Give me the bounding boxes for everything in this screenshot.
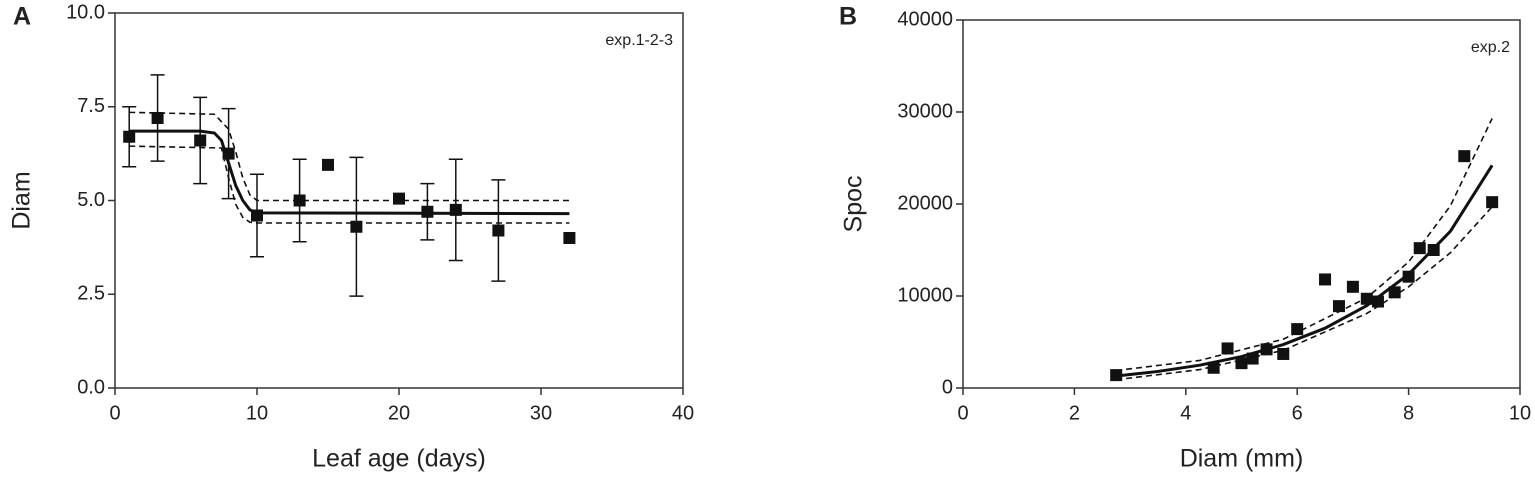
x-tick-label: 10 bbox=[246, 402, 268, 424]
y-tick-label: 0.0 bbox=[77, 376, 105, 398]
x-tick-label: 6 bbox=[1292, 402, 1303, 424]
x-tick-label: 8 bbox=[1403, 402, 1414, 424]
data-point bbox=[151, 112, 164, 124]
x-tick-label: 20 bbox=[388, 402, 410, 424]
data-point bbox=[563, 232, 576, 244]
data-point bbox=[1371, 295, 1384, 308]
data-point bbox=[1277, 347, 1290, 360]
data-point bbox=[1486, 196, 1499, 209]
data-point bbox=[393, 192, 405, 205]
panel-label: B bbox=[839, 3, 857, 31]
confidence-band bbox=[129, 111, 570, 202]
y-tick-label: 40000 bbox=[897, 8, 953, 30]
data-point bbox=[350, 220, 363, 233]
data-point bbox=[1291, 323, 1304, 336]
data-point bbox=[421, 205, 434, 218]
data-point bbox=[1221, 342, 1234, 355]
annotation: exp.2 bbox=[1471, 39, 1510, 56]
data-point bbox=[222, 147, 235, 160]
panel-label: A bbox=[13, 3, 31, 31]
data-point bbox=[1427, 244, 1440, 256]
data-point bbox=[492, 224, 505, 237]
y-tick-label: 10.0 bbox=[66, 1, 105, 23]
x-tick-label: 4 bbox=[1180, 402, 1191, 424]
data-point bbox=[322, 158, 334, 171]
x-tick-label: 10 bbox=[1509, 402, 1531, 424]
x-tick-label: 0 bbox=[957, 402, 968, 424]
data-point bbox=[1235, 357, 1248, 370]
data-point bbox=[1207, 361, 1220, 374]
data-point bbox=[293, 194, 306, 207]
x-axis-label: Diam (mm) bbox=[1180, 445, 1304, 473]
data-point bbox=[1260, 343, 1273, 356]
data-point bbox=[1332, 300, 1345, 313]
y-tick-label: 5.0 bbox=[77, 189, 105, 211]
x-tick-label: 2 bbox=[1069, 402, 1080, 424]
y-tick-label: 30000 bbox=[897, 100, 953, 122]
confidence-band bbox=[129, 145, 570, 224]
y-axis-label: Diam bbox=[8, 171, 36, 229]
x-axis-label: Leaf age (days) bbox=[312, 445, 486, 473]
data-point bbox=[251, 209, 263, 222]
y-tick-label: 10000 bbox=[897, 284, 953, 306]
data-point bbox=[1346, 280, 1359, 293]
data-point bbox=[1319, 273, 1332, 286]
y-tick-label: 20000 bbox=[897, 192, 953, 214]
data-point bbox=[1402, 270, 1415, 283]
data-point bbox=[1458, 150, 1471, 163]
data-point bbox=[1360, 292, 1373, 305]
y-tick-label: 2.5 bbox=[77, 283, 105, 305]
data-point bbox=[1388, 286, 1401, 299]
data-point bbox=[194, 134, 207, 147]
data-point bbox=[1246, 352, 1259, 365]
x-tick-label: 0 bbox=[109, 402, 120, 424]
fit-line bbox=[1116, 164, 1494, 378]
x-tick-label: 30 bbox=[530, 402, 552, 424]
data-point bbox=[123, 130, 136, 143]
data-point bbox=[449, 203, 462, 216]
annotation: exp.1-2-3 bbox=[605, 32, 673, 49]
y-tick-label: 7.5 bbox=[77, 95, 105, 117]
data-point bbox=[1413, 242, 1426, 255]
plot-frame bbox=[962, 19, 1521, 389]
y-axis-label: Spoc bbox=[840, 176, 868, 233]
y-tick-label: 0 bbox=[942, 376, 953, 398]
data-point bbox=[1110, 369, 1123, 382]
confidence-band bbox=[1116, 206, 1493, 381]
x-tick-label: 40 bbox=[672, 402, 694, 424]
